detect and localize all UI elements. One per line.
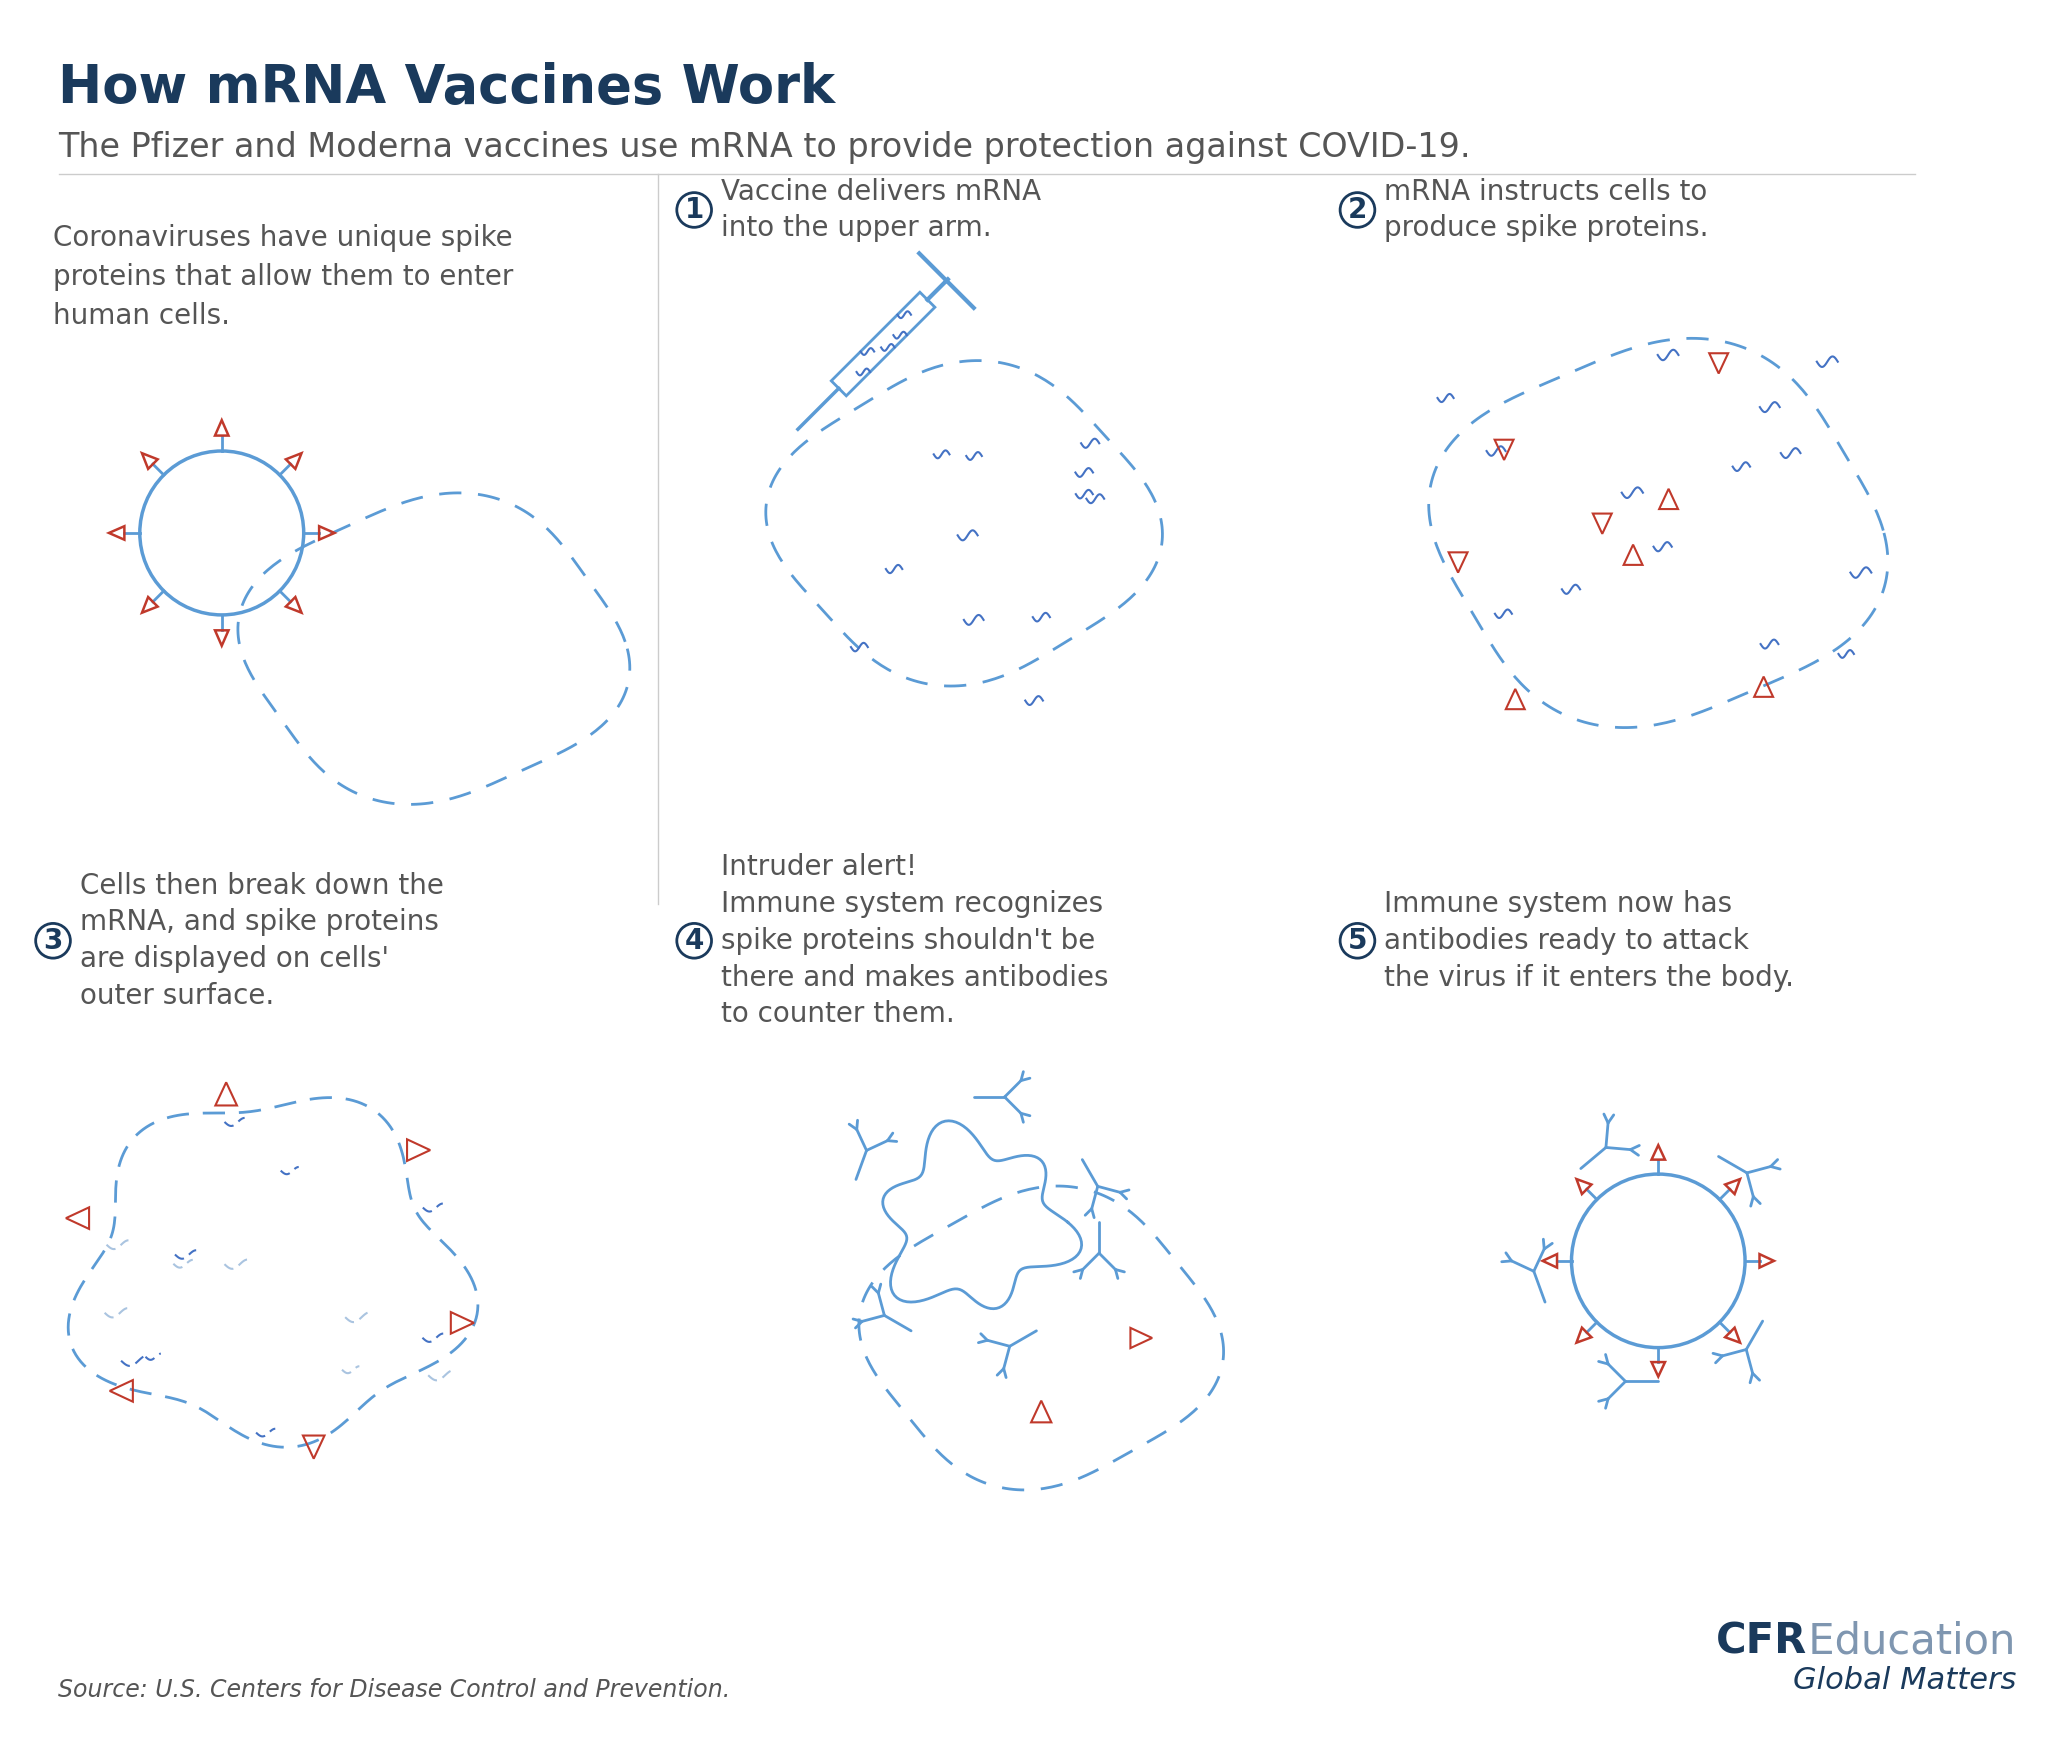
Text: Immune system now has
antibodies ready to attack
the virus if it enters the body: Immune system now has antibodies ready t… [1384,890,1794,992]
Text: CFR: CFR [1716,1621,1808,1663]
Text: 3: 3 [43,927,63,955]
Text: Education: Education [1796,1621,2015,1663]
Text: 4: 4 [684,927,705,955]
Text: Source: U.S. Centers for Disease Control and Prevention.: Source: U.S. Centers for Disease Control… [57,1677,729,1702]
Text: 2: 2 [1348,196,1368,224]
Text: 1: 1 [684,196,705,224]
Text: How mRNA Vaccines Work: How mRNA Vaccines Work [57,62,836,113]
Text: Intruder alert!
Immune system recognizes
spike proteins shouldn't be
there and m: Intruder alert! Immune system recognizes… [721,853,1108,1029]
Text: Cells then break down the
mRNA, and spike proteins
are displayed on cells'
outer: Cells then break down the mRNA, and spik… [80,872,444,1010]
Text: 5: 5 [1348,927,1368,955]
Text: Coronaviruses have unique spike
proteins that allow them to enter
human cells.: Coronaviruses have unique spike proteins… [53,224,514,331]
Text: Global Matters: Global Matters [1794,1665,2017,1695]
Text: The Pfizer and Moderna vaccines use mRNA to provide protection against COVID-19.: The Pfizer and Moderna vaccines use mRNA… [57,130,1470,164]
Text: Vaccine delivers mRNA
into the upper arm.: Vaccine delivers mRNA into the upper arm… [721,178,1040,243]
Text: mRNA instructs cells to
produce spike proteins.: mRNA instructs cells to produce spike pr… [1384,178,1708,243]
